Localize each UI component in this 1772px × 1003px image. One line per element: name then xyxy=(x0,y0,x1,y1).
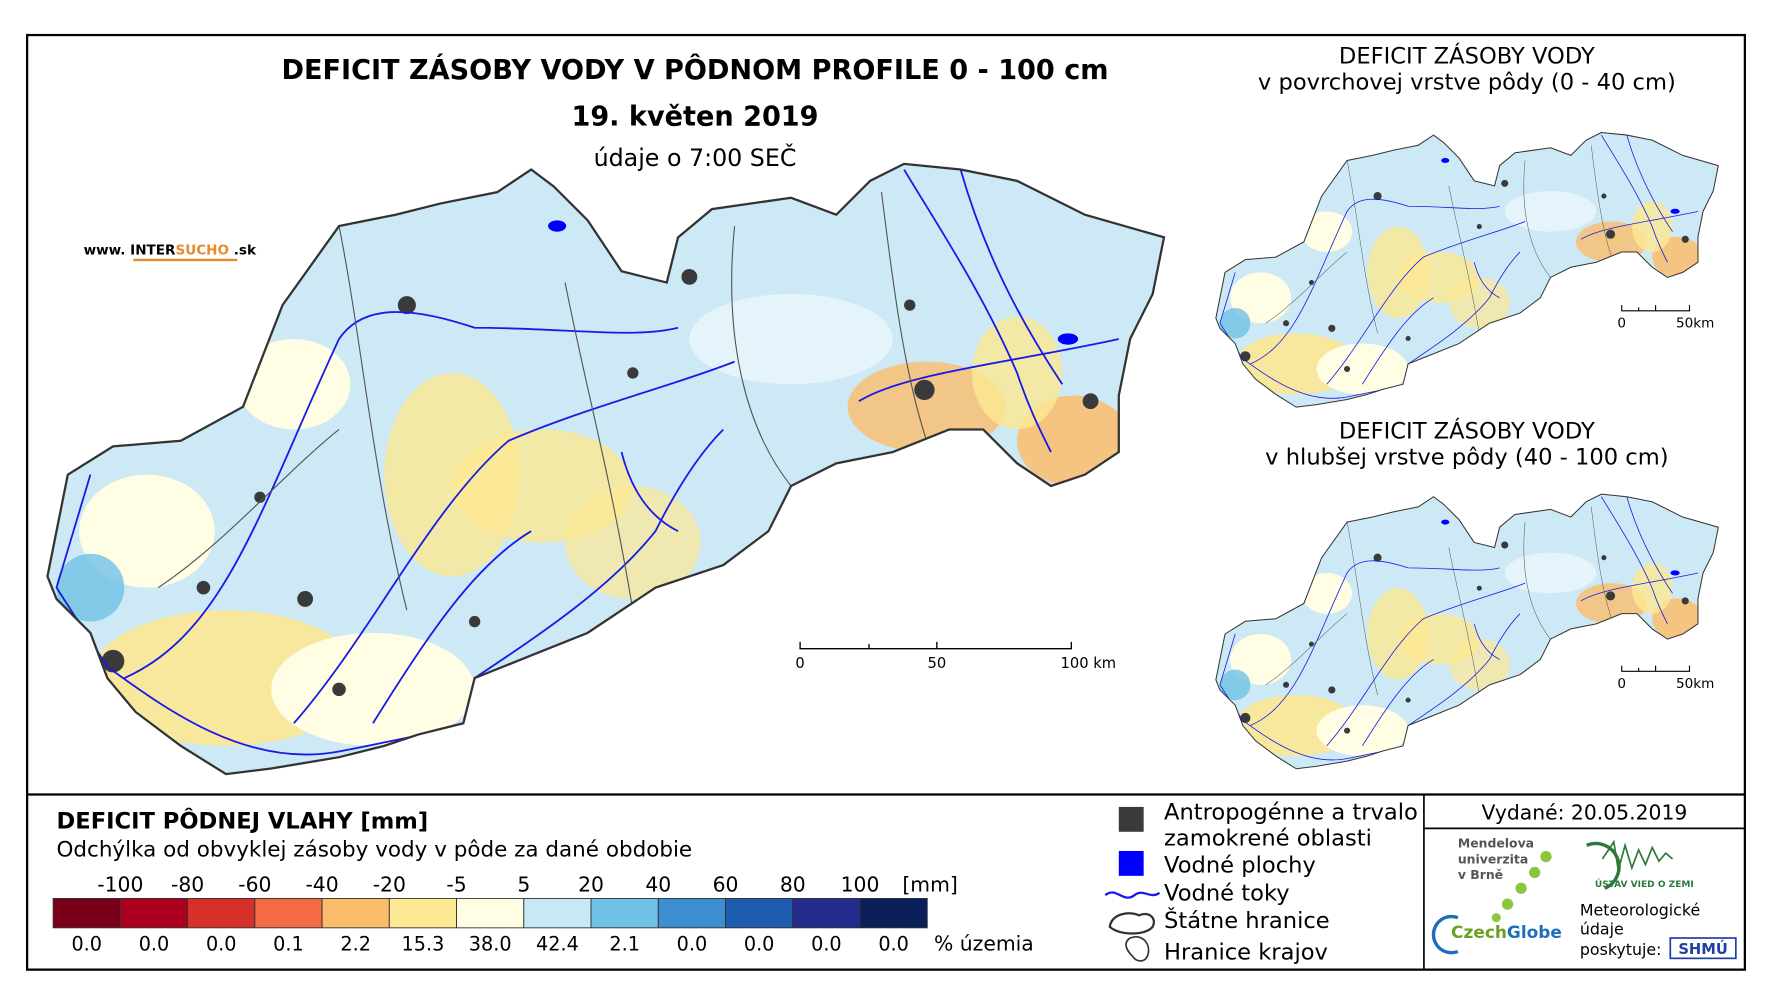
main-time: údaje o 7:00 SEČ xyxy=(594,144,797,172)
legend-break: -5 xyxy=(446,873,466,897)
legend-share: 0.0 xyxy=(206,932,237,955)
legend-title: DEFICIT PÔDNEJ VLAHY [mm] xyxy=(57,806,429,834)
feature-label: zamokrené oblasti xyxy=(1164,825,1372,851)
scale-label: 0 xyxy=(1617,676,1626,692)
inset-subtitle: v povrchovej vrstve pôdy (0 - 40 cm) xyxy=(1258,69,1676,95)
shmu-logo: SHMÚ xyxy=(1678,940,1727,958)
legend-break: 80 xyxy=(780,873,806,897)
legend-break: 100 xyxy=(841,873,880,897)
legend-class xyxy=(254,897,323,929)
legend-share: 0.0 xyxy=(71,932,102,955)
website-prefix: www. INTER xyxy=(84,242,176,258)
shmu-note: údaje xyxy=(1580,920,1624,939)
legend-share: 2.1 xyxy=(609,932,640,955)
legend-class xyxy=(119,897,189,929)
ustav-logo-wave xyxy=(1601,839,1674,871)
legend-class xyxy=(792,897,861,929)
inset-subtitle: v hlubšej vrstve pôdy (40 - 100 cm) xyxy=(1265,444,1668,470)
feature-icon xyxy=(1118,806,1144,832)
logo-text: Mendelova xyxy=(1458,836,1534,851)
main-title: DEFICIT ZÁSOBY VODY V PÔDNOM PROFILE 0 -… xyxy=(281,54,1108,86)
logo-text: univerzita xyxy=(1458,851,1528,866)
mendel-dots xyxy=(1491,850,1552,923)
website-brand: SUCHO xyxy=(175,242,229,258)
legend-share: 0.1 xyxy=(273,932,304,955)
legend-class xyxy=(590,897,659,929)
legend-share: 0.0 xyxy=(811,932,842,955)
main-scale-bar xyxy=(799,641,1073,650)
legend-share: 42.4 xyxy=(536,932,579,955)
scale-label: 50km xyxy=(1676,676,1714,692)
legend-break: -100 xyxy=(97,873,143,897)
feature-label: Antropogénne a trvalo xyxy=(1164,799,1418,825)
czechglobe-arc xyxy=(1431,914,1459,955)
czechglobe-logo: CzechGlobe xyxy=(1451,922,1562,942)
legend-class xyxy=(523,897,592,929)
legend-share: 2.2 xyxy=(340,932,371,955)
legend-share: 38.0 xyxy=(469,932,512,955)
legend-break: 20 xyxy=(578,873,604,897)
legend-class xyxy=(725,897,794,929)
mendel-logo: Mendelova univerzita v Brně xyxy=(1458,836,1534,883)
feature-label: Hranice krajov xyxy=(1164,939,1328,965)
feature-icon xyxy=(1125,936,1150,962)
shmu-note: poskytuje: xyxy=(1580,940,1662,959)
shmu-logo-box xyxy=(1669,937,1737,960)
legend-share-unit: % územia xyxy=(934,931,1034,955)
ustav-logo: ÚSTAV VIED O ZEMI xyxy=(1595,878,1694,890)
legend-share: 0.0 xyxy=(744,932,775,955)
legend-class xyxy=(456,897,525,929)
inset-scale-bars xyxy=(1621,305,1691,672)
scale-label: 50 xyxy=(928,655,947,672)
website-suffix: .sk xyxy=(229,242,257,258)
feature-label: Štátne hranice xyxy=(1164,906,1330,934)
feature-icon xyxy=(1118,850,1144,876)
scale-label: 100 km xyxy=(1061,655,1117,672)
legend-class xyxy=(321,897,390,929)
legend-class xyxy=(859,897,928,929)
feature-icon xyxy=(1104,891,1161,899)
website: www. INTERSUCHO .sk xyxy=(84,242,257,258)
legend-break: -20 xyxy=(373,873,406,897)
legend-unit: [mm] xyxy=(902,873,957,897)
legend-scale: 0.0 0.0 0.0 0.1 2.2 15.3 38.0 42.4 2.1 0.0 0.0 0.0 0… xyxy=(52,873,1034,955)
legend-share: 15.3 xyxy=(402,932,445,955)
legend-class xyxy=(657,897,726,929)
legend-break: 5 xyxy=(517,873,530,897)
main-date: 19. květen 2019 xyxy=(571,101,818,132)
legend-subtitle: Odchýlka od obvyklej zásoby vody v pôde … xyxy=(57,838,693,863)
scale-label: 0 xyxy=(795,655,804,672)
feature-icon xyxy=(1108,912,1155,935)
inset-title: DEFICIT ZÁSOBY VODY xyxy=(1339,416,1595,444)
feature-label: Vodné plochy xyxy=(1164,852,1316,878)
legend-share: 0.0 xyxy=(878,932,909,955)
legend-share: 0.0 xyxy=(677,932,708,955)
legend-break: 40 xyxy=(645,873,671,897)
legend-break: -80 xyxy=(171,873,204,897)
scale-label: 50km xyxy=(1676,316,1714,332)
legend-break: 60 xyxy=(713,873,739,897)
inset-title: DEFICIT ZÁSOBY VODY xyxy=(1339,41,1595,69)
feature-label: Vodné toky xyxy=(1164,881,1290,907)
legend-class xyxy=(388,897,458,929)
logo-text: v Brně xyxy=(1458,867,1503,882)
legend-break: -60 xyxy=(238,873,271,897)
issued: Vydané: 20.05.2019 xyxy=(1481,800,1687,824)
legend-break: -40 xyxy=(305,873,338,897)
scale-label: 0 xyxy=(1617,316,1626,332)
logo-text: Globe xyxy=(1507,922,1562,942)
legend-share: 0.0 xyxy=(139,932,170,955)
logo-text: Czech xyxy=(1451,922,1507,942)
legend-class xyxy=(187,897,256,929)
legend-class xyxy=(52,897,121,929)
shmu-note: Meteorologické xyxy=(1580,900,1700,919)
